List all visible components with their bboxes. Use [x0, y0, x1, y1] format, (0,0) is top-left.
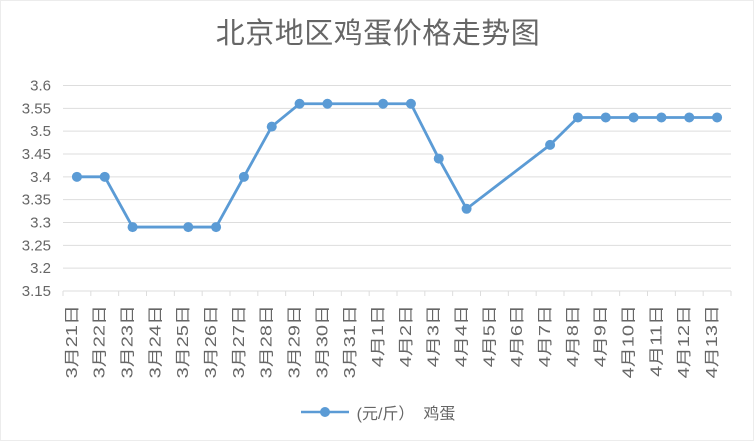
svg-text:3月28日: 3月28日	[258, 305, 275, 378]
svg-text:3.35: 3.35	[22, 192, 51, 209]
svg-text:4月3日: 4月3日	[425, 305, 442, 367]
svg-text:3.55: 3.55	[22, 100, 51, 117]
svg-text:4月7日: 4月7日	[536, 305, 553, 367]
svg-text:3月23日: 3月23日	[119, 305, 136, 378]
svg-text:3月31日: 3月31日	[341, 305, 358, 378]
svg-text:4月6日: 4月6日	[508, 305, 525, 367]
svg-text:3.2: 3.2	[30, 260, 51, 277]
svg-text:3月22日: 3月22日	[91, 305, 108, 378]
svg-text:4月11日: 4月11日	[648, 305, 665, 377]
svg-text:4月10日: 4月10日	[620, 305, 637, 378]
svg-text:3月27日: 3月27日	[230, 305, 247, 378]
svg-text:3.5: 3.5	[30, 123, 51, 140]
svg-text:3.6: 3.6	[30, 78, 51, 95]
svg-text:4月1日: 4月1日	[369, 305, 386, 367]
svg-text:3月21日: 3月21日	[63, 305, 80, 378]
svg-text:3月29日: 3月29日	[286, 305, 303, 378]
svg-text:3月24日: 3月24日	[147, 305, 164, 378]
svg-text:3月30日: 3月30日	[314, 305, 331, 378]
svg-text:3.25: 3.25	[22, 237, 51, 254]
svg-text:4月4日: 4月4日	[453, 305, 470, 367]
svg-text:4月2日: 4月2日	[397, 305, 414, 367]
svg-text:3.15: 3.15	[22, 283, 51, 300]
svg-text:3.3: 3.3	[30, 215, 51, 232]
svg-text:4月5日: 4月5日	[481, 305, 498, 367]
svg-text:3月25日: 3月25日	[174, 305, 191, 378]
svg-text:4月12日: 4月12日	[675, 305, 692, 378]
svg-text:3.4: 3.4	[30, 169, 51, 186]
svg-text:3月26日: 3月26日	[202, 305, 219, 378]
svg-text:4月8日: 4月8日	[564, 305, 581, 367]
svg-text:3.45: 3.45	[22, 146, 51, 163]
svg-text:4月13日: 4月13日	[703, 305, 720, 378]
svg-text:4月9日: 4月9日	[592, 305, 609, 367]
